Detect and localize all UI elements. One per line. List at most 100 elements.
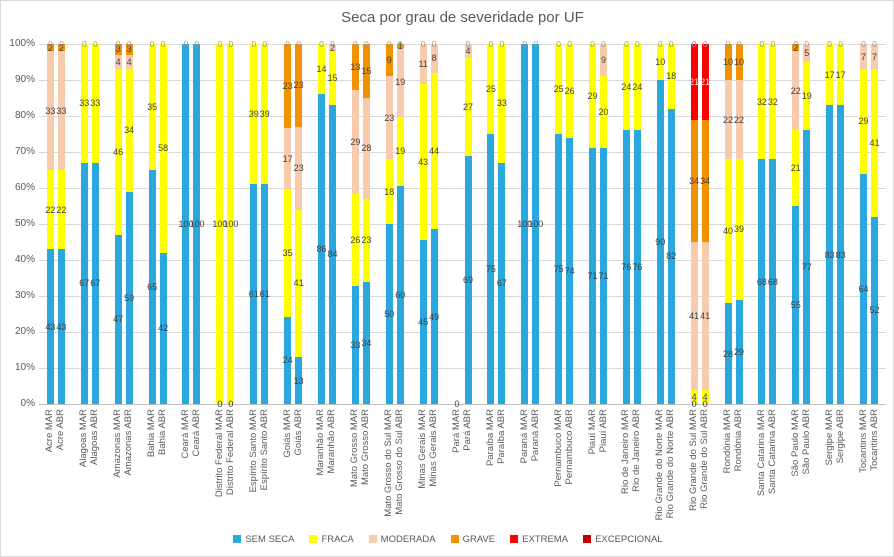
legend: SEM SECA FRACA MODERADA GRAVE EXTREMA EXCEPCI… bbox=[1, 531, 893, 547]
bar-zero-label: 0 bbox=[533, 39, 539, 49]
bar-value-label: 8 bbox=[431, 53, 437, 64]
bar-value-label: 52 bbox=[869, 305, 880, 316]
bar-value-label: 29 bbox=[734, 346, 745, 357]
bar-segment bbox=[487, 44, 495, 134]
bar-zero-label: 0 bbox=[126, 39, 132, 49]
bar-zero-label: 0 bbox=[228, 399, 234, 409]
bar-value-label: 71 bbox=[587, 271, 598, 282]
x-axis: Acre MAR Acre ABR Alagoas MAR Alagoas ABR Am… bbox=[39, 404, 886, 526]
bar-value-label: 17 bbox=[282, 153, 293, 164]
bar-zero-label: 0 bbox=[567, 39, 572, 49]
bar-value-label: 7 bbox=[861, 51, 867, 62]
bar-segment bbox=[792, 206, 800, 404]
bar-value-label: 39 bbox=[734, 224, 745, 235]
bar-value-label: 24 bbox=[282, 355, 293, 366]
bar-segment bbox=[600, 76, 608, 149]
bar-segment bbox=[295, 209, 303, 358]
bar-value-label: 26 bbox=[564, 85, 575, 96]
bar-value-label: 83 bbox=[835, 249, 846, 260]
bar-segment bbox=[690, 389, 698, 404]
bar-segment bbox=[125, 191, 133, 404]
bar-segment bbox=[125, 69, 133, 192]
bar-value-label: 34 bbox=[361, 337, 372, 348]
bar-value-label: 42 bbox=[158, 323, 169, 334]
bar-value-label: 71 bbox=[598, 271, 609, 282]
bar-zero-label: 0 bbox=[488, 39, 494, 49]
gridline bbox=[39, 331, 886, 333]
bar-segment bbox=[735, 44, 743, 80]
bar-value-label: 40 bbox=[723, 226, 734, 237]
bar-zero-label: 0 bbox=[624, 39, 629, 49]
bar-segment bbox=[498, 44, 506, 163]
bar-value-label: 82 bbox=[666, 251, 677, 262]
x-axis-tick-label: Rio Grande do Sul ABR bbox=[699, 409, 711, 509]
gridline bbox=[39, 367, 886, 369]
bar-zero-label: 0 bbox=[183, 39, 189, 49]
bar-segment bbox=[57, 44, 65, 52]
bar-value-label: 13 bbox=[350, 62, 361, 73]
bar-segment bbox=[622, 44, 630, 131]
bar-value-label: 22 bbox=[56, 204, 67, 215]
bar-segment bbox=[464, 44, 472, 59]
bar-value-label: 76 bbox=[621, 262, 632, 273]
bar-segment bbox=[464, 155, 472, 404]
bar-segment bbox=[284, 44, 292, 128]
bar-value-label: 64 bbox=[858, 283, 869, 294]
bar-segment bbox=[419, 84, 427, 241]
bar-zero-label: 0 bbox=[454, 399, 460, 409]
bar-zero-label: 0 bbox=[296, 39, 301, 49]
bar-segment bbox=[351, 286, 359, 404]
bar-value-label: 24 bbox=[632, 82, 643, 93]
bar-segment bbox=[46, 249, 54, 404]
bar-value-label: 4 bbox=[115, 57, 121, 67]
bar-value-label: 2 bbox=[793, 42, 799, 53]
bar-segment bbox=[758, 44, 766, 160]
y-axis-tick-label: 30% bbox=[14, 290, 35, 301]
bar-value-label: 21 bbox=[790, 163, 801, 174]
y-axis-tick-label: 50% bbox=[14, 218, 35, 229]
bar-zero-label: 0 bbox=[590, 39, 595, 49]
legend-item: SEM SECA bbox=[233, 534, 294, 545]
bar-segment bbox=[633, 130, 641, 404]
x-axis-tick-label: Paraíba ABR bbox=[495, 409, 507, 464]
bar-value-label: 65 bbox=[147, 282, 158, 292]
bar-segment bbox=[430, 44, 438, 73]
bar-segment bbox=[792, 44, 800, 52]
bar-segment bbox=[758, 159, 766, 404]
bar-segment bbox=[656, 80, 664, 404]
bar-segment bbox=[690, 119, 698, 242]
bar-segment bbox=[227, 44, 235, 404]
bar-value-label: 10 bbox=[723, 57, 734, 67]
bar-zero-label: 0 bbox=[838, 39, 844, 49]
bar-zero-label: 0 bbox=[194, 39, 200, 49]
bar-value-label: 33 bbox=[56, 105, 67, 116]
bar-segment bbox=[396, 44, 404, 48]
bar-value-label: 100 bbox=[189, 219, 205, 229]
x-axis-tick-label: Sergipe MAR bbox=[823, 409, 835, 466]
bar-value-label: 60 bbox=[395, 289, 406, 300]
bar-value-label: 61 bbox=[248, 289, 259, 300]
gridline bbox=[39, 115, 886, 117]
bar-segment bbox=[701, 242, 709, 390]
bar-segment bbox=[317, 94, 325, 404]
bar-value-label: 33 bbox=[79, 98, 90, 109]
bar-value-label: 29 bbox=[858, 116, 869, 127]
bar-segment bbox=[159, 252, 167, 404]
bar-segment bbox=[792, 130, 800, 206]
bar-segment bbox=[566, 137, 574, 404]
bar-segment bbox=[396, 116, 404, 186]
bar-segment bbox=[487, 134, 495, 404]
bar-zero-label: 0 bbox=[872, 39, 877, 49]
bar-zero-label: 0 bbox=[431, 39, 437, 49]
x-axis-tick-label: Santa Catarina ABR bbox=[766, 409, 778, 495]
bar-segment bbox=[261, 44, 269, 185]
bar-value-label: 22 bbox=[45, 204, 56, 215]
bar-segment bbox=[57, 249, 65, 404]
x-axis-tick-label: Goiás MAR bbox=[281, 409, 293, 458]
bar-value-label: 32 bbox=[756, 96, 767, 107]
bar-zero-label: 0 bbox=[465, 39, 471, 49]
x-axis-tick-label: Acre ABR bbox=[55, 409, 67, 451]
bar-zero-label: 0 bbox=[827, 39, 833, 49]
bar-segment bbox=[385, 44, 393, 77]
bar-value-label: 39 bbox=[259, 109, 270, 120]
